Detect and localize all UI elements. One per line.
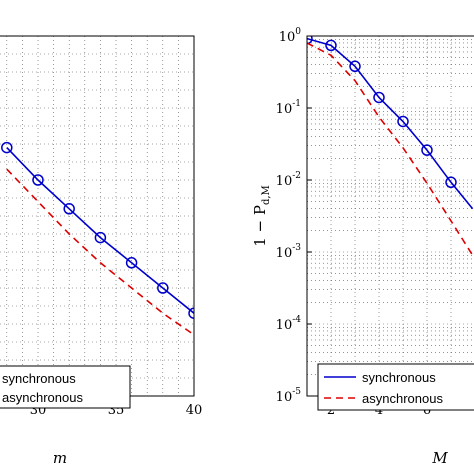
right-series-synchronous-marker bbox=[307, 36, 313, 45]
left-panel: 30 35 40 m synchronous asynchronous bbox=[0, 35, 203, 467]
left-series-synchronous-marker bbox=[125, 257, 138, 269]
left-series-synchronous-marker bbox=[63, 203, 75, 215]
left-legend: synchronous asynchronous bbox=[0, 365, 131, 409]
left-series-asynchronous-line bbox=[6, 168, 194, 336]
right-y-label-sub: d,M bbox=[261, 185, 272, 205]
right-y-axis-label: 1 − Pd,M bbox=[251, 185, 272, 247]
right-y-tick-label: 10-4 bbox=[276, 315, 302, 333]
right-series-synchronous-marker bbox=[445, 176, 457, 189]
right-x-axis-label: M bbox=[431, 449, 448, 467]
left-series-synchronous-line bbox=[6, 147, 194, 314]
left-grid bbox=[0, 36, 194, 396]
left-series bbox=[1, 141, 194, 336]
left-series-synchronous-marker bbox=[32, 174, 44, 186]
right-y-tick-base: 10 bbox=[276, 318, 293, 333]
left-legend-box bbox=[0, 365, 131, 409]
left-x-tick-label: 40 bbox=[186, 403, 203, 418]
right-y-tick-label: 10-2 bbox=[276, 171, 301, 189]
right-legend-box bbox=[317, 363, 474, 411]
right-panel: 24610010-110-210-310-410-5 M 1 − Pd,M sy… bbox=[251, 27, 474, 467]
right-legend: synchronous asynchronous bbox=[317, 363, 474, 411]
left-series-synchronous-marker bbox=[188, 307, 194, 319]
right-y-tick-label: 10-1 bbox=[276, 99, 301, 117]
right-y-tick-exponent: -5 bbox=[292, 387, 301, 397]
right-series-synchronous-marker bbox=[373, 91, 385, 104]
right-y-tick-exponent: -3 bbox=[292, 243, 301, 253]
right-series bbox=[307, 36, 474, 256]
right-y-tick-base: 10 bbox=[276, 246, 293, 261]
right-y-tick-label: 10-3 bbox=[276, 243, 302, 261]
svg-text:1 − Pd,M: 1 − Pd,M bbox=[251, 185, 272, 247]
left-series-synchronous-marker bbox=[157, 282, 169, 294]
right-grid bbox=[307, 36, 474, 397]
right-y-tick-exponent: -1 bbox=[292, 99, 301, 109]
right-legend-synchronous: synchronous bbox=[362, 370, 436, 385]
right-series-synchronous-marker bbox=[349, 60, 361, 73]
left-series-synchronous-marker bbox=[94, 231, 107, 244]
right-y-tick-label: 10-5 bbox=[276, 387, 302, 405]
right-y-tick-exponent: 0 bbox=[295, 27, 301, 37]
right-y-tick-label: 100 bbox=[279, 27, 302, 45]
right-y-tick-exponent: -2 bbox=[292, 171, 301, 181]
right-series-synchronous-marker bbox=[397, 115, 409, 128]
right-y-tick-base: 10 bbox=[276, 174, 293, 189]
right-legend-asynchronous: asynchronous bbox=[362, 391, 443, 406]
left-legend-synchronous: synchronous bbox=[2, 371, 76, 386]
left-series-synchronous-marker bbox=[1, 141, 13, 154]
right-y-tick-exponent: -4 bbox=[292, 315, 301, 325]
left-legend-asynchronous: asynchronous bbox=[2, 390, 83, 405]
right-series-synchronous-marker bbox=[325, 39, 337, 52]
right-y-tick-base: 10 bbox=[276, 102, 293, 117]
right-y-label-main: 1 − P bbox=[251, 205, 269, 247]
right-y-tick-base: 10 bbox=[276, 390, 293, 405]
right-ticks: 24610010-110-210-310-410-5 bbox=[276, 27, 431, 418]
right-plot-frame bbox=[306, 35, 474, 397]
left-x-axis-label: m bbox=[53, 449, 67, 467]
right-series-asynchronous-line bbox=[307, 42, 474, 256]
right-y-tick-base: 10 bbox=[279, 30, 296, 45]
right-series-synchronous-marker bbox=[421, 144, 433, 156]
